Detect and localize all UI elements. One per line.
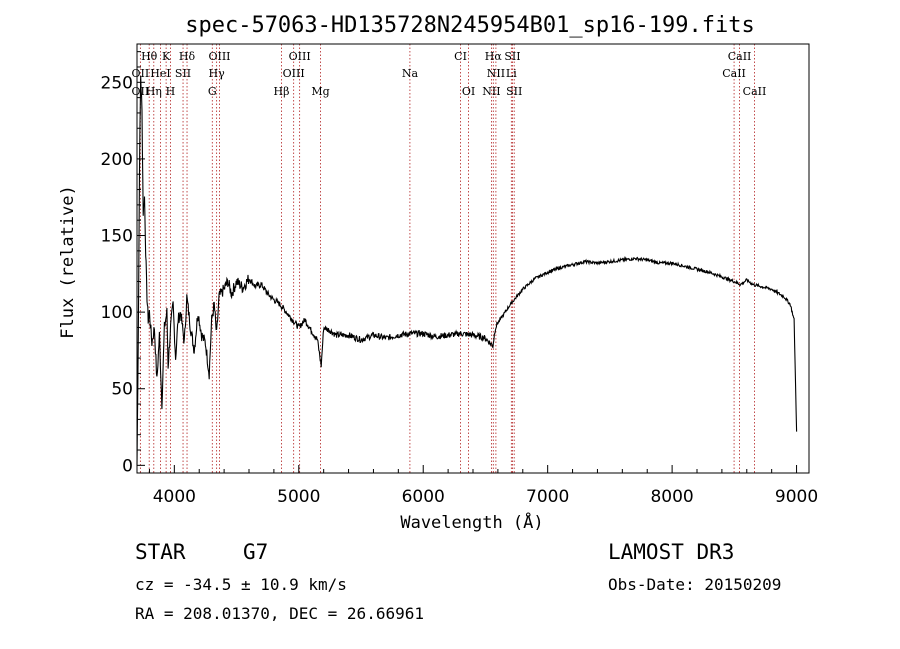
spectral-line-label: Hγ	[209, 67, 226, 80]
spectral-line-label: H	[166, 85, 176, 98]
spectral-line-label: CaII	[722, 67, 746, 80]
y-tick-label: 50	[111, 380, 133, 400]
x-tick-label: 7000	[526, 487, 569, 507]
spectral-line-label: OIII	[289, 50, 311, 63]
y-tick-label: 250	[101, 73, 133, 93]
y-axis-label: Flux (relative)	[58, 185, 78, 339]
y-tick-label: 150	[101, 227, 133, 247]
x-tick-label: 5000	[277, 487, 320, 507]
spectral-line-label: CaII	[743, 85, 767, 98]
spectral-line-label: Hη	[146, 85, 162, 98]
spectral-line-label: Li	[506, 67, 517, 80]
survey-name: LAMOST DR3	[608, 540, 735, 564]
spectral-line-label: Hδ	[179, 50, 196, 63]
x-tick-label: 6000	[402, 487, 445, 507]
spectral-line-label: OIII	[208, 50, 230, 63]
x-axis-ticks: 4000 5000 6000 7000 8000 9000	[148, 465, 818, 507]
spectral-line-label: CaII	[728, 50, 752, 63]
x-tick-label: 8000	[650, 487, 693, 507]
plot-frame	[136, 43, 810, 474]
chart-title: spec-57063-HD135728N245954B01_sp16-199.f…	[185, 13, 755, 38]
object-subclass: G7	[243, 540, 269, 564]
x-tick-label: 9000	[775, 487, 818, 507]
spectral-line-label: Hβ	[274, 85, 290, 98]
spectral-line-label: NII	[487, 67, 505, 80]
spectral-line-label: OI	[462, 85, 475, 98]
y-tick-label: 200	[101, 150, 133, 170]
object-class: STAR	[135, 540, 186, 564]
x-axis-label: Wavelength (Å)	[400, 511, 543, 533]
spectral-lines	[139, 44, 755, 473]
spectral-line-label: Hα	[485, 50, 503, 63]
spectrum-line	[136, 75, 798, 466]
spectral-line-label: K	[162, 50, 171, 63]
spectral-line-label: Na	[402, 67, 419, 80]
x-tick-label: 4000	[153, 487, 196, 507]
spectral-line-label: G	[208, 85, 217, 98]
ra-dec: RA = 208.01370, DEC = 26.66961	[135, 604, 424, 623]
redshift-cz: cz = -34.5 ± 10.9 km/s	[135, 575, 347, 594]
y-tick-label: 100	[101, 303, 133, 323]
spectral-line-label: SII	[175, 67, 191, 80]
spectral-line-label: NII	[482, 85, 500, 98]
spectral-line-label: Hθ	[141, 50, 158, 63]
y-axis-ticks: 0 50 100 150 200 250	[101, 51, 145, 476]
spectral-line-label: OII	[132, 67, 150, 80]
spectral-line-label: CI	[454, 50, 467, 63]
observation-date: Obs-Date: 20150209	[608, 575, 782, 594]
y-tick-label: 0	[122, 456, 133, 476]
spectral-line-label: OIII	[283, 67, 305, 80]
spectral-line-label: Mg	[311, 85, 329, 98]
spectral-line-label: SII	[504, 50, 520, 63]
spectral-line-label: HeI	[150, 67, 170, 80]
spectral-line-label: SII	[506, 85, 522, 98]
